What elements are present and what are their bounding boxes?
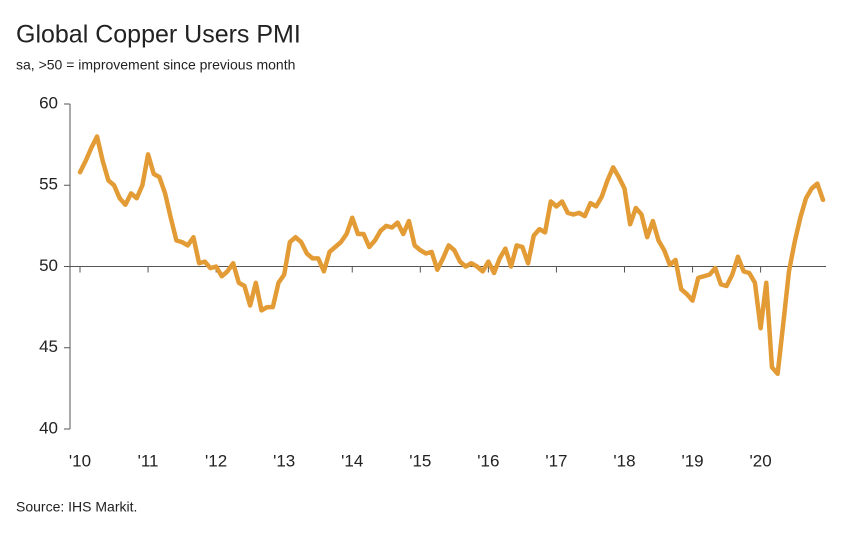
x-tick-label: '13 <box>273 451 295 470</box>
chart-title: Global Copper Users PMI <box>16 21 301 49</box>
x-tick-label: '12 <box>205 451 227 470</box>
source: Source: IHS Markit. <box>16 499 137 515</box>
x-tick-label: '19 <box>681 451 703 470</box>
x-tick-label: '10 <box>69 451 91 470</box>
y-tick-label: 60 <box>39 93 58 112</box>
chart-subtitle: sa, >50 = improvement since previous mon… <box>16 57 295 73</box>
x-tick-label: '14 <box>341 451 363 470</box>
data-line <box>77 134 826 376</box>
y-tick-label: 50 <box>39 256 58 275</box>
x-tick-label: '17 <box>545 451 567 470</box>
y-tick-label: 45 <box>39 337 58 356</box>
y-tick-label: 40 <box>39 418 58 437</box>
x-tick-label: '20 <box>750 451 772 470</box>
y-tick-label: 55 <box>39 175 58 194</box>
x-tick-label: '18 <box>613 451 635 470</box>
x-tick-label: '16 <box>477 451 499 470</box>
x-tick-label: '11 <box>138 451 159 470</box>
x-tick-label: '15 <box>409 451 431 470</box>
